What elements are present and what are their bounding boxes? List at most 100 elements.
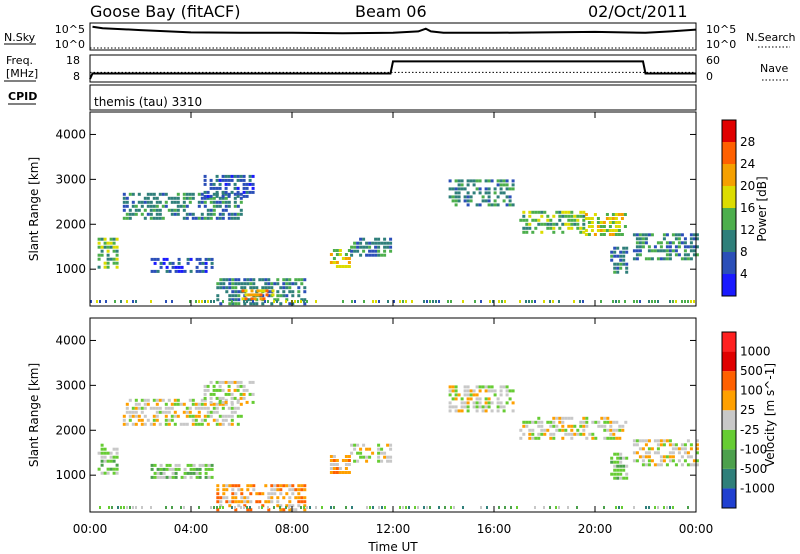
heatmap-cell [152, 196, 156, 200]
heatmap-cell [122, 418, 126, 422]
heatmap-cell [230, 216, 234, 220]
heatmap-cell [448, 179, 452, 183]
heatmap-cell [149, 216, 153, 220]
heatmap-cell [625, 250, 629, 254]
heatmap-cell [282, 282, 286, 286]
heatmap-cell [429, 300, 431, 303]
heatmap-cell [338, 471, 342, 474]
heatmap-cell [191, 192, 195, 196]
heatmap-cell [191, 216, 195, 220]
heatmap-cell [611, 233, 615, 236]
heatmap-cell [137, 418, 141, 422]
heatmap-cell [221, 422, 225, 426]
heatmap-cell [686, 463, 690, 467]
heatmap-cell [112, 261, 116, 265]
heatmap-cell [633, 506, 635, 509]
heatmap-cell [303, 302, 307, 306]
heatmap-cell [255, 286, 259, 290]
heatmap-cell [224, 186, 228, 190]
heatmap-cell [115, 471, 119, 475]
heatmap-cell [389, 447, 393, 451]
heatmap-cell [152, 406, 156, 410]
heatmap-cell [638, 233, 642, 237]
heatmap-cell [638, 447, 642, 451]
heatmap-cell [650, 257, 654, 261]
heatmap-cell [212, 392, 216, 396]
heatmap-cell [303, 500, 307, 504]
heatmap-cell [213, 506, 215, 509]
heatmap-cell [576, 214, 580, 218]
heatmap-cell [200, 402, 204, 406]
heatmap-cell [225, 484, 229, 488]
heatmap-cell [188, 192, 192, 196]
heatmap-cell [106, 265, 110, 269]
heatmap-cell [647, 249, 651, 253]
heatmap-cell [487, 389, 491, 393]
heatmap-cell [228, 282, 232, 286]
heatmap-cell [505, 187, 509, 191]
heatmap-cell [374, 237, 378, 241]
heatmap-cell [516, 506, 518, 509]
heatmap-cell [256, 293, 260, 297]
heatmap-cell [155, 410, 159, 414]
heatmap-cell [648, 300, 650, 303]
heatmap-cell [342, 300, 344, 303]
heatmap-cell [109, 257, 113, 261]
heatmap-cell [243, 282, 247, 286]
heatmap-cell [484, 401, 488, 405]
heatmap-cell [218, 422, 222, 426]
heatmap-cell [448, 405, 452, 409]
heatmap-cell [625, 464, 629, 468]
heatmap-cell [186, 261, 190, 265]
velocity-panel [89, 317, 697, 513]
heatmap-cell [209, 196, 213, 200]
heatmap-cell [344, 455, 348, 458]
heatmap-cell [668, 443, 672, 447]
heatmap-cell [490, 389, 494, 393]
heatmap-cell [244, 289, 248, 293]
heatmap-cell [558, 214, 562, 218]
heatmap-cell [540, 432, 544, 436]
heatmap-cell [239, 196, 243, 200]
heatmap-cell [481, 195, 485, 199]
heatmap-cell [389, 459, 393, 463]
heatmap-cell [475, 401, 479, 405]
heatmap-cell [195, 269, 199, 273]
x-tick-label: 12:00 [376, 522, 411, 536]
heatmap-cell [209, 200, 213, 204]
heatmap-cell [683, 237, 687, 241]
heatmap-cell [475, 179, 479, 183]
heatmap-cell [131, 192, 135, 196]
heatmap-cell [511, 183, 515, 187]
heatmap-cell [194, 402, 198, 406]
heatmap-cell [499, 183, 503, 187]
heatmap-cell [499, 179, 503, 183]
heatmap-cell [537, 424, 541, 428]
heatmap-cell [615, 420, 619, 424]
heatmap-cell [126, 506, 128, 509]
heatmap-cell [472, 401, 476, 405]
heatmap-cell [528, 222, 532, 226]
heatmap-cell [165, 463, 169, 467]
heatmap-cell [457, 195, 461, 199]
heatmap-cell [176, 414, 180, 418]
heatmap-cell [233, 388, 237, 392]
heatmap-cell [593, 213, 597, 216]
heatmap-cell [128, 410, 132, 414]
heatmap-cell [528, 210, 532, 214]
heatmap-cell [159, 467, 163, 471]
heatmap-cell [258, 500, 262, 504]
heatmap-cell [613, 246, 617, 250]
heatmap-cell [460, 409, 464, 413]
heatmap-cell [353, 245, 357, 249]
heatmap-cell [612, 436, 616, 440]
heatmap-cell [683, 245, 687, 249]
heatmap-cell [115, 447, 119, 451]
heatmap-cell [134, 212, 138, 216]
heatmap-cell [206, 414, 210, 418]
heatmap-cell [656, 439, 660, 443]
heatmap-cell [149, 204, 153, 208]
heatmap-cell [591, 436, 595, 440]
heatmap-cell [303, 508, 307, 512]
heatmap-cell [185, 192, 189, 196]
